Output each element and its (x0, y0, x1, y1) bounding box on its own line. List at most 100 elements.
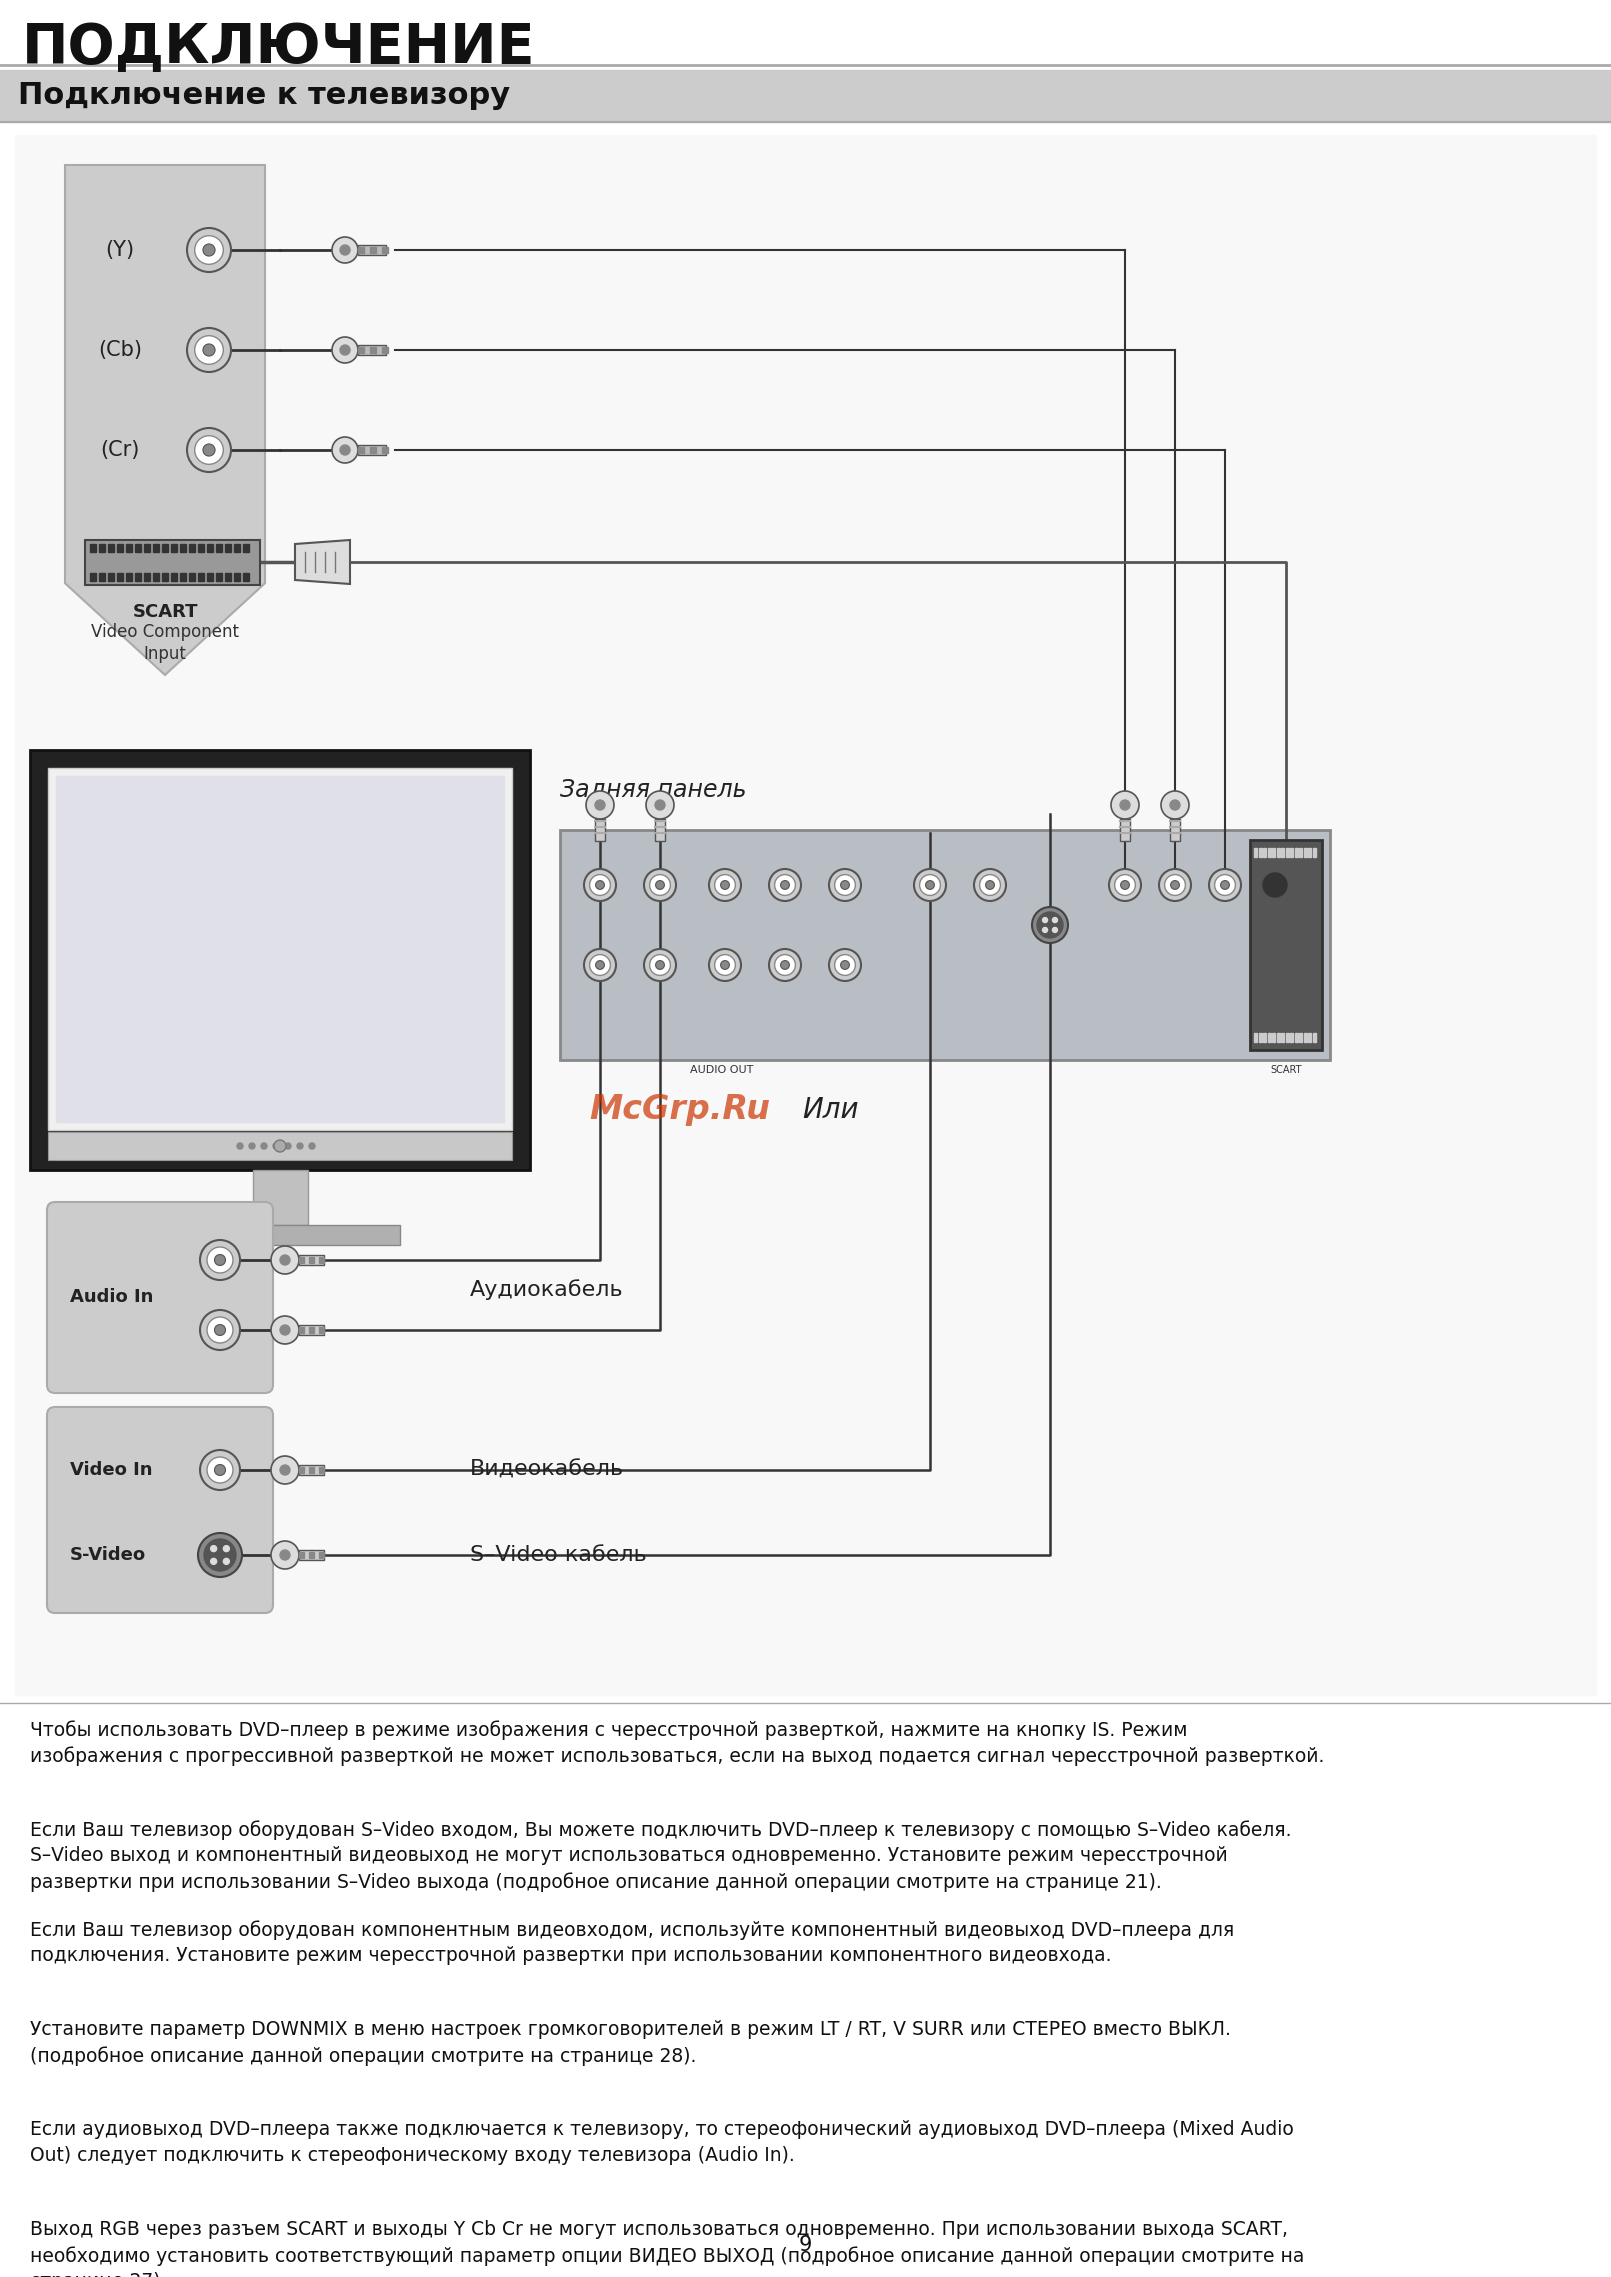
Bar (382, 346, 388, 353)
Bar (319, 1466, 324, 1473)
Circle shape (250, 1143, 255, 1150)
Circle shape (1263, 872, 1287, 897)
Text: Выход RGB через разъем SCART и выходы Y Cb Cr не могут использоваться одновремен: Выход RGB через разъем SCART и выходы Y … (31, 2220, 1305, 2277)
Bar (1303, 847, 1307, 856)
Bar (561, 831, 1331, 1061)
Text: S–Video кабель: S–Video кабель (470, 1546, 646, 1564)
Bar (126, 544, 132, 551)
Ellipse shape (214, 1325, 226, 1337)
Ellipse shape (715, 874, 735, 895)
Bar (48, 1132, 512, 1159)
Circle shape (274, 1141, 287, 1152)
Bar (309, 1327, 314, 1332)
Ellipse shape (590, 954, 611, 975)
Circle shape (1037, 913, 1063, 938)
Bar (1290, 847, 1294, 856)
Bar (1298, 847, 1302, 856)
Bar (1303, 1034, 1307, 1043)
Bar (180, 544, 185, 551)
Bar (382, 446, 388, 453)
Bar (1170, 820, 1179, 840)
Bar (56, 776, 504, 1123)
Bar (108, 544, 114, 551)
Bar (371, 446, 375, 453)
Bar (309, 1553, 314, 1557)
Text: (Y): (Y) (105, 239, 135, 260)
Bar (159, 1225, 400, 1246)
Circle shape (340, 444, 350, 455)
Ellipse shape (768, 950, 801, 981)
Circle shape (211, 1557, 216, 1564)
Bar (300, 1257, 304, 1264)
Bar (1276, 847, 1279, 856)
Text: Video Component
Input: Video Component Input (90, 624, 238, 663)
Bar (371, 246, 375, 253)
Bar (1250, 840, 1323, 1050)
Text: Если Ваш телевизор оборудован S–Video входом, Вы можете подключить DVD–плеер к т: Если Ваш телевизор оборудован S–Video вх… (31, 1819, 1292, 1892)
Ellipse shape (203, 244, 214, 255)
Bar (1273, 1034, 1274, 1043)
Bar (1268, 847, 1271, 856)
Ellipse shape (775, 954, 796, 975)
Ellipse shape (775, 874, 796, 895)
Ellipse shape (913, 870, 946, 902)
Bar (1281, 1034, 1284, 1043)
Circle shape (586, 790, 614, 820)
Bar (1268, 1034, 1271, 1043)
Text: Аудиокабель: Аудиокабель (470, 1280, 623, 1300)
Circle shape (280, 1551, 290, 1560)
Circle shape (1112, 790, 1139, 820)
Bar (1253, 847, 1257, 856)
FancyBboxPatch shape (47, 1202, 272, 1394)
Ellipse shape (830, 950, 860, 981)
Bar (135, 544, 142, 551)
Circle shape (237, 1143, 243, 1150)
Ellipse shape (203, 444, 214, 455)
Circle shape (285, 1143, 292, 1150)
Polygon shape (295, 540, 350, 583)
Ellipse shape (187, 328, 230, 371)
Bar (108, 574, 114, 581)
Ellipse shape (1221, 881, 1229, 890)
Bar (319, 1327, 324, 1332)
Bar (98, 544, 105, 551)
Circle shape (656, 799, 665, 811)
Bar (309, 1466, 314, 1473)
Bar (1263, 847, 1266, 856)
Text: Установите параметр DOWNMIX в меню настроек громкоговорителей в режим LT / RT, V: Установите параметр DOWNMIX в меню настр… (31, 2020, 1231, 2065)
Text: AUDIO OUT: AUDIO OUT (690, 1066, 754, 1075)
Circle shape (340, 346, 350, 355)
Bar (143, 574, 150, 581)
Bar (300, 1325, 324, 1334)
Circle shape (332, 337, 358, 362)
Bar (1313, 847, 1316, 856)
Ellipse shape (200, 1450, 240, 1489)
Text: Audio In: Audio In (69, 1289, 153, 1307)
Bar (319, 1553, 324, 1557)
Bar (243, 574, 250, 581)
Text: 9: 9 (799, 2236, 812, 2254)
Bar (358, 346, 387, 355)
Ellipse shape (1115, 874, 1136, 895)
Bar (90, 544, 97, 551)
Ellipse shape (187, 228, 230, 271)
Circle shape (594, 799, 606, 811)
Text: SCART: SCART (1269, 1066, 1302, 1075)
Bar (180, 574, 185, 581)
Bar (300, 1551, 324, 1560)
Ellipse shape (1121, 881, 1129, 890)
Bar (1255, 865, 1295, 904)
Ellipse shape (590, 874, 611, 895)
Text: Или: Или (802, 1095, 859, 1125)
Circle shape (224, 1546, 229, 1551)
Ellipse shape (979, 874, 1000, 895)
Ellipse shape (1171, 881, 1179, 890)
Bar (656, 820, 665, 840)
Circle shape (272, 1143, 279, 1150)
Bar (1273, 847, 1274, 856)
Bar (300, 1327, 304, 1332)
Bar (90, 574, 97, 581)
Ellipse shape (206, 1248, 234, 1273)
Bar (300, 1255, 324, 1266)
Bar (85, 540, 259, 585)
